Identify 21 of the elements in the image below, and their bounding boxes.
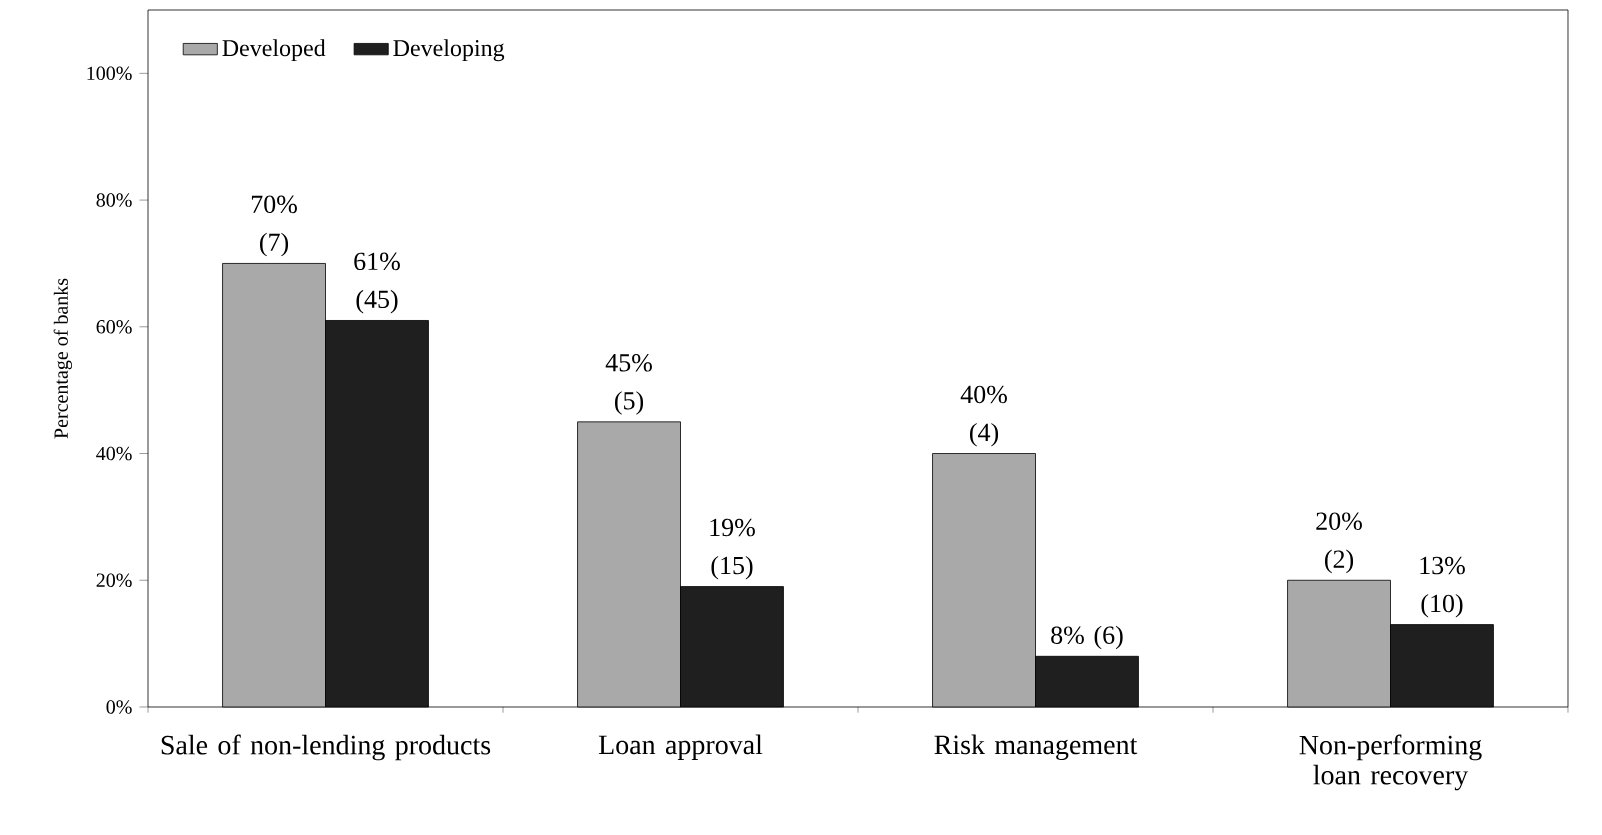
y-axis-title: Percentage of banks (53, 278, 73, 439)
y-tick-label: 100% (87, 66, 132, 81)
data-label: 20% (2) (1316, 512, 1362, 574)
x-tick-label: Risk management (934, 734, 1138, 761)
data-label: 70% (7) (251, 195, 297, 257)
y-tick-label: 60% (96, 320, 132, 334)
data-label: 61% (45) (354, 252, 400, 314)
y-tick-label: 0% (106, 700, 132, 714)
legend-label: Developing (393, 39, 505, 62)
y-tick-label: 20% (96, 573, 132, 588)
x-tick-label: Loan approval (598, 734, 763, 760)
data-label: 8% (6) (1051, 625, 1123, 650)
y-tick-label: 80% (96, 193, 132, 207)
data-label: 19% (15) (710, 518, 755, 580)
data-label: 13% (10) (1420, 556, 1465, 618)
legend-label: Developed (222, 39, 326, 62)
y-tick-label: 40% (96, 446, 132, 461)
x-tick-label: Sale of non-lending products (161, 734, 491, 761)
x-tick-label: Non-performing loan recovery (1299, 734, 1482, 791)
data-label: 45% (5) (605, 353, 652, 415)
data-label: 40% (4) (960, 385, 1007, 447)
